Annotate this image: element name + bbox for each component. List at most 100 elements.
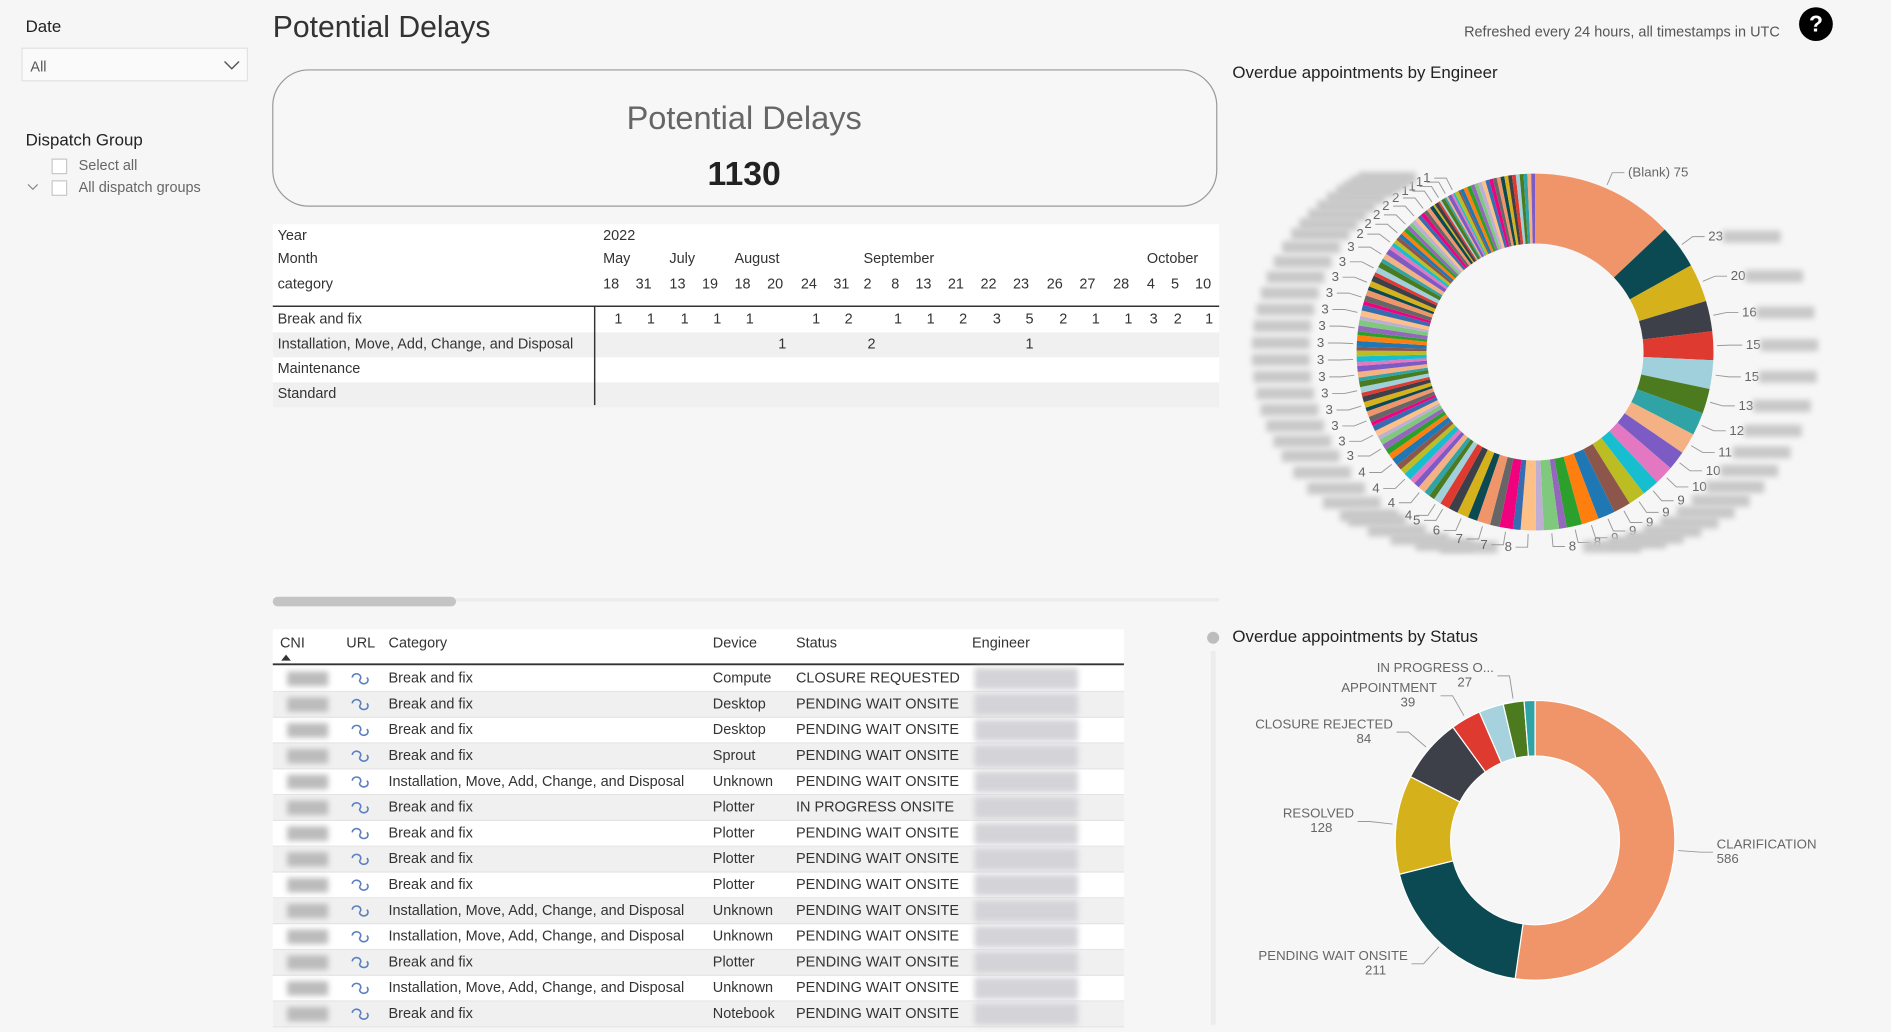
leader-line (1419, 185, 1439, 198)
leader-line (1327, 342, 1354, 345)
leader-line (1443, 518, 1462, 532)
help-icon[interactable] (1799, 7, 1833, 41)
sort-arrow[interactable] (281, 654, 291, 661)
data-label-value: 75 (1674, 164, 1689, 179)
donut-slice (1463, 187, 1494, 253)
table-cell: Break and fix (389, 722, 474, 738)
table-header: URL (346, 636, 375, 652)
url-link-icon[interactable] (351, 827, 369, 840)
donut-slice (1447, 194, 1485, 258)
scrollbar-thumb[interactable] (272, 596, 457, 607)
donut-slice (1365, 289, 1434, 318)
table-cell: Plotter (713, 877, 755, 893)
donut-slice (1385, 411, 1447, 455)
data-label: 6 (1433, 522, 1440, 537)
donut-slice (1527, 173, 1533, 244)
redacted-name (1307, 482, 1366, 495)
date-dropdown[interactable] (21, 47, 249, 82)
data-label-value: 1 (1401, 183, 1408, 198)
url-link-icon[interactable] (351, 698, 369, 711)
checkbox[interactable] (51, 180, 68, 196)
donut-slice (1434, 202, 1477, 263)
redacted-cni (287, 929, 329, 944)
data-label-value: 5 (1413, 512, 1420, 527)
redacted-engineer (974, 848, 1079, 871)
data-label: 2 (1392, 189, 1399, 204)
data-label-value: 23 (1708, 228, 1723, 243)
url-link-icon[interactable] (351, 956, 369, 969)
url-link-icon[interactable] (351, 776, 369, 788)
matrix-cell: 1 (812, 311, 820, 327)
table-cell: Break and fix (389, 671, 474, 687)
donut-slice (1609, 422, 1671, 483)
donut-slice (1360, 310, 1430, 331)
leader-line (1491, 531, 1507, 546)
url-link-icon[interactable] (351, 853, 369, 866)
donut-slice (1520, 460, 1537, 531)
donut-slice (1382, 408, 1445, 450)
data-label-value: 8 (1505, 539, 1512, 554)
checkbox[interactable] (51, 158, 68, 175)
url-link-icon[interactable] (351, 905, 369, 917)
donut-slice (1519, 173, 1528, 244)
data-label-value: 10 (1706, 462, 1721, 477)
donut-slice (1370, 394, 1437, 426)
donut-slice (1440, 444, 1483, 509)
leader-line (1369, 463, 1393, 473)
donut-slice (1358, 319, 1429, 336)
url-link-icon[interactable] (351, 982, 369, 995)
url-link-icon[interactable] (351, 931, 369, 943)
donut-slice (1642, 331, 1714, 361)
data-label-value: 13 (1738, 397, 1753, 412)
table-cell: Desktop (713, 696, 766, 712)
donut-slice (1457, 449, 1495, 518)
donut-slice (1369, 280, 1436, 313)
matrix-day: 22 (980, 276, 996, 292)
matrix-row-band (272, 332, 1220, 358)
donut-slice (1474, 182, 1501, 251)
data-label: 128 (1310, 820, 1332, 835)
data-label: 3 (1347, 239, 1354, 254)
expand-chevron[interactable] (27, 184, 39, 191)
matrix-month: September (864, 251, 935, 267)
data-label: (Blank) 75 (1628, 164, 1688, 179)
donut-slice (1398, 233, 1454, 282)
table-header: Engineer (972, 636, 1030, 652)
scroll-dot[interactable] (1207, 631, 1220, 644)
data-label-category: CLOSURE REJECTED (1255, 716, 1393, 731)
table-cell: Break and fix (389, 851, 474, 867)
leader-line (1679, 462, 1703, 472)
matrix-day: 2 (864, 276, 872, 292)
matrix-row-label: Installation, Move, Add, Change, and Dis… (278, 336, 574, 352)
data-label-value: 2 (1373, 206, 1380, 221)
matrix-cell: 1 (713, 311, 721, 327)
donut-slice (1437, 201, 1478, 261)
donut-slice (1404, 228, 1457, 279)
table-header: CNI (280, 636, 305, 652)
donut-slice (1467, 452, 1500, 521)
matrix-cell: 1 (1025, 336, 1033, 352)
data-label-value: 2 (1364, 216, 1371, 231)
table-cell: Unknown (713, 774, 773, 790)
donut-slice (1583, 444, 1630, 512)
donut-slice (1467, 185, 1496, 252)
donut-slice (1535, 173, 1665, 278)
url-link-icon[interactable] (351, 879, 369, 891)
table-cell: Installation, Move, Add, Change, and Dis… (389, 903, 685, 919)
donut-slice (1629, 265, 1707, 321)
donut-slice (1412, 220, 1463, 274)
donut-slice (1446, 196, 1483, 258)
donut-slice (1444, 197, 1482, 259)
url-link-icon[interactable] (351, 802, 369, 814)
url-link-icon[interactable] (351, 724, 369, 737)
url-link-icon[interactable] (351, 1008, 369, 1020)
url-link-icon[interactable] (351, 750, 369, 762)
data-label: 3 (1317, 335, 1324, 350)
leader-line (1336, 405, 1362, 411)
data-label-category: CLARIFICATION (1717, 836, 1817, 851)
data-label-value: 3 (1326, 285, 1333, 300)
redacted-engineer (974, 771, 1079, 793)
leader-line (1607, 518, 1626, 532)
donut-slice (1426, 207, 1472, 266)
url-link-icon[interactable] (351, 673, 369, 685)
